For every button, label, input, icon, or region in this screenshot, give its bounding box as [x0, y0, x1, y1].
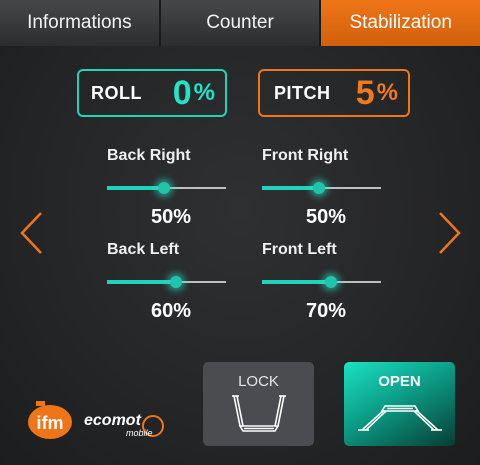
motor-back-left-slider[interactable] — [107, 274, 226, 290]
motor-front-right-percent: 50% — [305, 206, 346, 228]
motor-back-right-percent: 50% — [150, 206, 191, 228]
slider-fill — [107, 280, 177, 284]
ecomot-logo: ecomot mobile — [84, 412, 164, 438]
slider-fill — [107, 186, 165, 190]
motor-back-left-percent: 60% — [150, 300, 191, 322]
open-legs-icon — [357, 405, 442, 431]
motor-front-left-percent: 70% — [305, 300, 346, 322]
roll-indicator: ROLL 0 % — [77, 69, 227, 117]
ifm-logo-text: ifm — [37, 413, 64, 433]
motor-front-right-slider[interactable] — [262, 180, 381, 196]
chevron-left-icon[interactable] — [18, 210, 44, 256]
slider-fill — [262, 280, 332, 284]
pitch-unit: % — [376, 79, 398, 106]
open-button[interactable]: OPEN — [344, 362, 455, 446]
roll-value: 0 — [172, 74, 192, 112]
pitch-value: 5 — [355, 74, 375, 112]
motor-back-left: Back Left 60% — [107, 241, 232, 323]
open-button-label: OPEN — [378, 373, 421, 390]
motor-back-right: Back Right 50% — [107, 147, 232, 229]
slider-knob[interactable] — [325, 276, 338, 288]
lock-legs-icon — [231, 395, 286, 432]
motor-back-right-label: Back Right — [107, 147, 191, 164]
motor-front-left-label: Front Left — [262, 241, 337, 258]
tab-informations[interactable]: Informations — [0, 0, 161, 46]
motor-front-right: Front Right 50% — [262, 147, 387, 229]
slider-knob[interactable] — [313, 182, 326, 194]
mobile-logo-text: mobile — [126, 428, 153, 438]
tab-counter[interactable]: Counter — [160, 0, 322, 46]
ifm-logo: ifm — [28, 401, 72, 439]
roll-unit: % — [193, 79, 215, 106]
tab-stabilization[interactable]: Stabilization — [321, 0, 480, 46]
motor-front-right-label: Front Right — [262, 147, 349, 164]
lock-button[interactable]: LOCK — [203, 362, 314, 446]
tab-bar: Informations Counter Stabilization — [0, 0, 480, 46]
slider-knob[interactable] — [158, 182, 171, 194]
roll-label: ROLL — [91, 82, 142, 103]
pitch-label: PITCH — [274, 82, 331, 103]
slider-fill — [262, 186, 320, 190]
slider-knob[interactable] — [170, 276, 183, 288]
motor-front-left-slider[interactable] — [262, 274, 381, 290]
motor-back-right-slider[interactable] — [107, 180, 226, 196]
chevron-right-icon[interactable] — [437, 210, 463, 256]
motor-front-left: Front Left 70% — [262, 241, 387, 323]
ecomot-logo-text: ecomot — [84, 412, 142, 429]
lock-button-label: LOCK — [238, 373, 279, 390]
pitch-indicator: PITCH 5 % — [258, 69, 410, 117]
motor-back-left-label: Back Left — [107, 241, 180, 258]
